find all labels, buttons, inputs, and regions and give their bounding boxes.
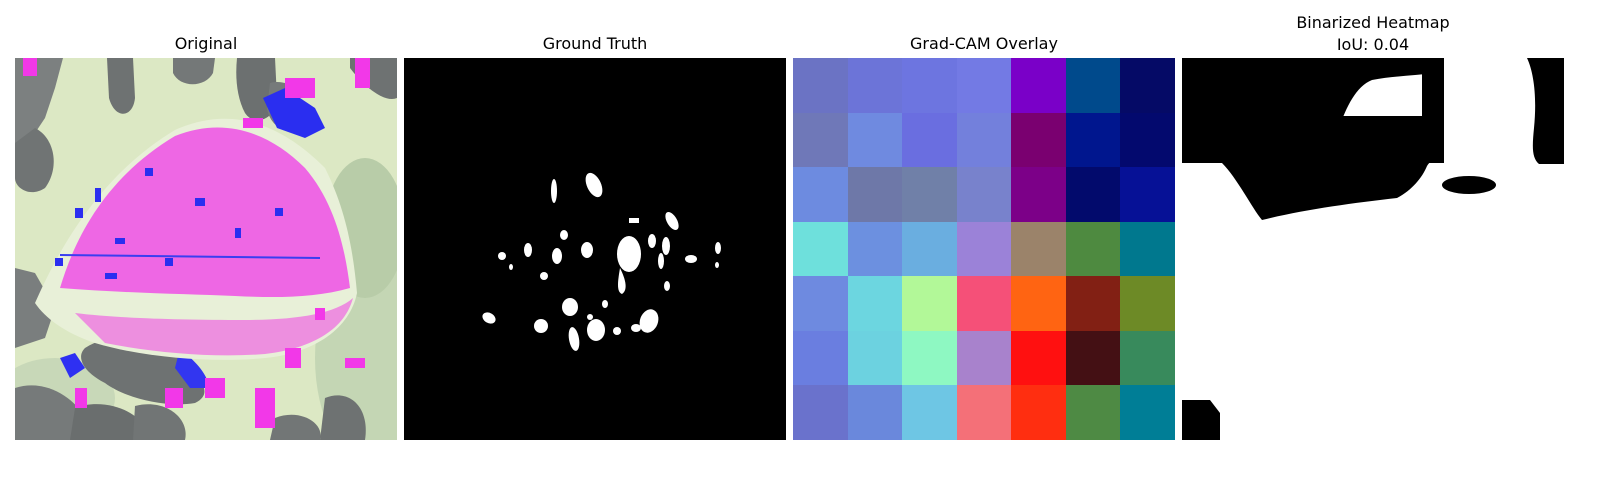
overlay-cell — [902, 276, 957, 331]
overlay-cell — [1066, 331, 1120, 385]
panel-ground-truth: Ground Truth — [404, 0, 786, 500]
overlay-cell — [1011, 113, 1066, 167]
overlay-cell — [1011, 167, 1066, 222]
panel-gradcam-overlay: Grad-CAM Overlay — [793, 0, 1175, 500]
panel-title-binarized-heatmap: Binarized Heatmap — [1296, 13, 1450, 32]
overlay-cell — [1011, 331, 1066, 385]
overlay-cell — [1120, 113, 1175, 167]
overlay-cell — [793, 113, 848, 167]
panel-title-gradcam-overlay: Grad-CAM Overlay — [910, 34, 1058, 53]
overlay-cell — [848, 385, 902, 440]
overlay-cell — [793, 385, 848, 440]
overlay-cell — [1066, 385, 1120, 440]
panel-binarized-heatmap: Binarized Heatmap IoU: 0.04 — [1182, 0, 1564, 500]
overlay-cell — [1120, 385, 1175, 440]
ground-truth-mask — [404, 58, 786, 440]
panel-title-original: Original — [174, 34, 238, 53]
overlay-cell — [793, 276, 848, 331]
overlay-cell — [957, 385, 1011, 440]
overlay-cell — [957, 113, 1011, 167]
overlay-cell — [1066, 58, 1120, 113]
overlay-cell — [1066, 276, 1120, 331]
overlay-cell — [793, 331, 848, 385]
overlay-cell — [957, 58, 1011, 113]
overlay-cell — [902, 58, 957, 113]
original-image — [15, 58, 397, 440]
overlay-cell — [1120, 58, 1175, 113]
overlay-cell — [848, 167, 902, 222]
overlay-cell — [793, 222, 848, 276]
overlay-cell — [1120, 222, 1175, 276]
overlay-cell — [848, 113, 902, 167]
overlay-cell — [848, 222, 902, 276]
overlay-cell — [902, 331, 957, 385]
overlay-cell — [902, 167, 957, 222]
overlay-cell — [1066, 113, 1120, 167]
gradcam-overlay-image — [793, 58, 1175, 440]
overlay-cell — [1066, 167, 1120, 222]
overlay-cell — [957, 331, 1011, 385]
overlay-cell — [957, 167, 1011, 222]
overlay-cell — [848, 58, 902, 113]
overlay-cell — [1066, 222, 1120, 276]
overlay-cell — [902, 385, 957, 440]
overlay-cell — [957, 222, 1011, 276]
panel-original: Original — [15, 0, 397, 500]
overlay-cell — [957, 276, 1011, 331]
overlay-cell — [1011, 222, 1066, 276]
panel-title-ground-truth: Ground Truth — [542, 34, 648, 53]
overlay-cell — [1120, 276, 1175, 331]
overlay-cell — [1120, 167, 1175, 222]
binarized-heatmap-image — [1182, 58, 1564, 440]
iou-value: IoU: 0.04 — [1336, 35, 1410, 54]
overlay-cell — [793, 167, 848, 222]
overlay-cell — [793, 58, 848, 113]
overlay-cell — [1011, 276, 1066, 331]
overlay-cell — [848, 276, 902, 331]
overlay-cell — [1011, 58, 1066, 113]
overlay-cell — [848, 331, 902, 385]
overlay-cell — [902, 222, 957, 276]
overlay-cell — [902, 113, 957, 167]
overlay-cell — [1011, 385, 1066, 440]
overlay-cell — [1120, 331, 1175, 385]
